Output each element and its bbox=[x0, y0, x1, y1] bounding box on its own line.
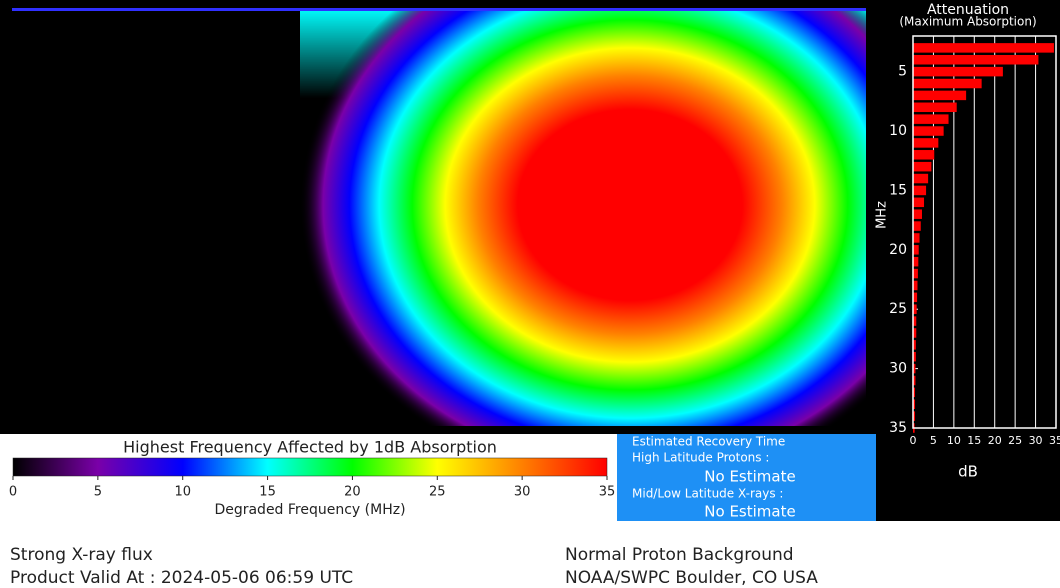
bar bbox=[913, 363, 916, 374]
x-tick-label: 15 bbox=[967, 434, 981, 447]
bar bbox=[913, 150, 935, 160]
bar bbox=[913, 209, 922, 219]
map-top-edge bbox=[12, 8, 866, 11]
y-tick-label: 15 bbox=[889, 182, 907, 198]
x-tick-label: 0 bbox=[910, 434, 917, 447]
bar bbox=[913, 280, 918, 291]
bar bbox=[913, 399, 916, 409]
bar bbox=[913, 102, 957, 113]
footer-right: Normal Proton Background bbox=[565, 545, 794, 565]
bar bbox=[913, 328, 917, 338]
x-tick-label: 5 bbox=[930, 434, 937, 447]
bar bbox=[913, 90, 967, 101]
bar bbox=[913, 55, 1039, 65]
bar bbox=[913, 197, 925, 208]
colorbar-tick-label: 15 bbox=[259, 485, 276, 500]
y-tick-label: 30 bbox=[889, 361, 907, 377]
plot-frame bbox=[912, 35, 1057, 429]
y-tick-label: 35 bbox=[889, 420, 907, 436]
bar bbox=[913, 268, 918, 279]
mid-low-value: No Estimate bbox=[704, 503, 795, 521]
bar bbox=[913, 185, 927, 196]
footer-left: Strong X-ray flux bbox=[10, 545, 153, 565]
y-tick-label: 10 bbox=[889, 123, 907, 139]
bar bbox=[913, 292, 918, 303]
bar bbox=[913, 411, 916, 421]
x-tick-label: 10 bbox=[947, 434, 961, 447]
recovery-box bbox=[617, 434, 876, 521]
colorbar-label: Degraded Frequency (MHz) bbox=[214, 502, 405, 518]
x-tick-label: 35 bbox=[1049, 434, 1060, 447]
x-axis-label: dB bbox=[958, 463, 978, 481]
y-tick-label: 20 bbox=[889, 242, 907, 258]
bar bbox=[913, 256, 919, 267]
bar bbox=[913, 387, 916, 398]
footer: Strong X-ray flux Product Valid At : 202… bbox=[10, 545, 818, 588]
y-tick-label: 25 bbox=[889, 301, 907, 317]
y-axis-label: MHz bbox=[875, 201, 890, 229]
bar bbox=[913, 304, 917, 314]
recovery-text: Estimated Recovery Time High Latitude Pr… bbox=[632, 435, 796, 521]
mid-low-label: Mid/Low Latitude X-rays : bbox=[632, 487, 783, 501]
bar bbox=[913, 126, 944, 136]
bar bbox=[913, 340, 916, 350]
colorbar-tick-label: 20 bbox=[344, 485, 361, 500]
chart-title: Attenuation bbox=[927, 2, 1009, 18]
bar bbox=[913, 173, 929, 184]
bar bbox=[913, 375, 916, 386]
footer-right: NOAA/SWPC Boulder, CO USA bbox=[565, 568, 818, 588]
bar bbox=[913, 114, 949, 124]
colorbar-tick-label: 10 bbox=[174, 485, 191, 500]
x-tick-label: 25 bbox=[1008, 434, 1022, 447]
colorbar-tick-label: 35 bbox=[599, 485, 616, 500]
x-tick-label: 20 bbox=[988, 434, 1002, 447]
y-tick-label: 5 bbox=[898, 64, 907, 80]
colorbar-title: Highest Frequency Affected by 1dB Absorp… bbox=[123, 438, 497, 457]
colorbar-tick-label: 5 bbox=[94, 485, 102, 500]
bar bbox=[913, 245, 919, 255]
absorption-map bbox=[12, 8, 866, 426]
chart-subtitle: (Maximum Absorption) bbox=[899, 15, 1036, 29]
colorbar bbox=[12, 457, 608, 477]
bar bbox=[913, 138, 939, 148]
colorbar-tick-label: 0 bbox=[9, 485, 17, 500]
bar bbox=[913, 351, 916, 362]
bar bbox=[913, 78, 982, 89]
high-latitude-value: No Estimate bbox=[704, 468, 795, 486]
bar bbox=[913, 43, 1054, 53]
bar bbox=[913, 161, 932, 172]
x-tick-label: 30 bbox=[1029, 434, 1043, 447]
absorption-field bbox=[12, 8, 866, 426]
bar bbox=[913, 233, 920, 243]
colorbar-tick-label: 25 bbox=[429, 485, 446, 500]
bar bbox=[913, 221, 921, 231]
colorbar-tick-label: 30 bbox=[514, 485, 531, 500]
bar bbox=[913, 316, 917, 326]
high-latitude-label: High Latitude Protons : bbox=[632, 451, 769, 465]
recovery-title: Estimated Recovery Time bbox=[632, 435, 785, 449]
footer-left: Product Valid At : 2024-05-06 06:59 UTC bbox=[10, 568, 353, 588]
bar bbox=[913, 66, 1003, 77]
